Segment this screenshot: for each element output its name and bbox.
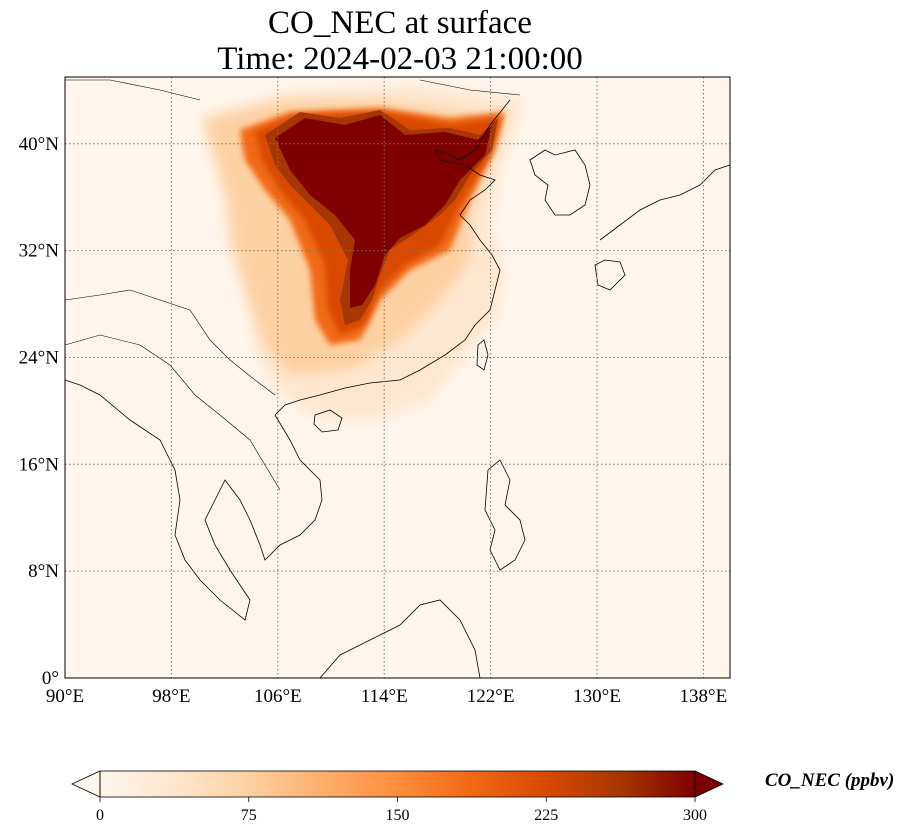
china-coastline [274, 99, 511, 416]
lat-tick-label: 8°N [28, 561, 59, 582]
longitude-labels: 90°E 98°E 106°E 114°E 122°E 130°E 138°E [46, 686, 727, 707]
lon-tick-label: 90°E [46, 686, 84, 707]
lat-tick-label: 0° [42, 668, 59, 689]
korea-peninsula [529, 149, 591, 216]
colorbar-extend-min [71, 770, 101, 798]
plume-layer-max [275, 115, 492, 308]
lon-tick-label: 98°E [152, 686, 190, 707]
colorbar-tick-label: 150 [386, 807, 410, 824]
indochina-coast [65, 379, 323, 621]
colorbar-extend-max [694, 770, 724, 798]
lon-tick-label: 106°E [254, 686, 302, 707]
lon-tick-label: 114°E [361, 686, 408, 707]
colorbar-tick-label: 75 [241, 807, 257, 824]
concentration-field [200, 85, 525, 420]
lon-tick-label: 122°E [467, 686, 515, 707]
colorbar-tick-label: 0 [96, 807, 104, 824]
borneo-coast [319, 599, 481, 678]
colorbar-ticks: 0 75 150 225 300 [96, 797, 707, 824]
taiwan-island [476, 339, 489, 371]
map-time-subtitle: Time: 2024-02-03 21:00:00 [217, 41, 583, 77]
hainan-island [313, 409, 343, 433]
inland-borders [65, 79, 521, 491]
lon-tick-label: 138°E [680, 686, 728, 707]
japan-islands [594, 164, 730, 291]
lat-tick-label: 32°N [19, 241, 60, 262]
colorbar-tick-label: 225 [534, 807, 558, 824]
colorbar-tick-label: 300 [683, 807, 707, 824]
lat-tick-label: 24°N [19, 347, 60, 368]
colorbar: 0 75 150 225 300 [71, 770, 724, 824]
colorbar-label: CO_NEC (ppbv) [765, 770, 895, 791]
colorbar-gradient [100, 771, 695, 797]
latitude-labels: 0° 8°N 16°N 24°N 32°N 40°N [19, 134, 60, 689]
coastlines [65, 79, 730, 678]
gridlines [65, 77, 730, 678]
lon-tick-label: 130°E [573, 686, 621, 707]
map-frame [64, 76, 731, 679]
map-title: CO_NEC at surface [268, 5, 532, 41]
lat-tick-label: 40°N [19, 134, 60, 155]
lat-tick-label: 16°N [19, 454, 60, 475]
philippines [484, 459, 526, 571]
